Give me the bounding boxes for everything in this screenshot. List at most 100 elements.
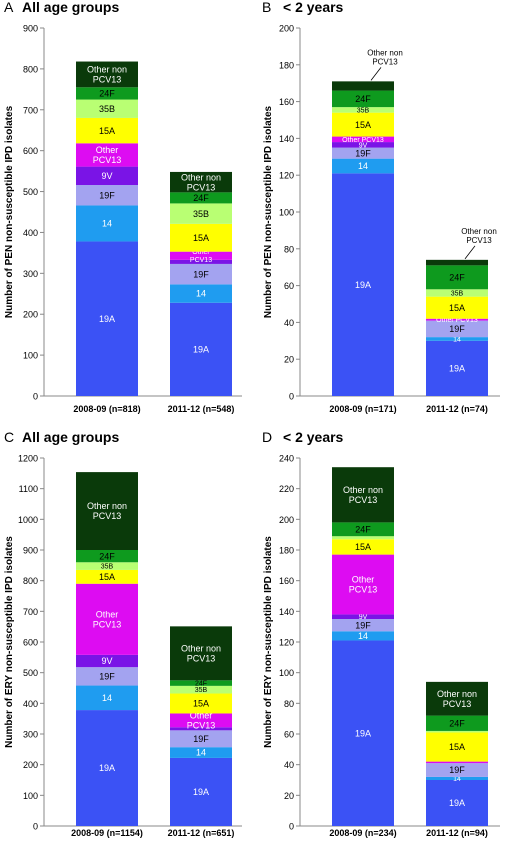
segment-label-line: 19F bbox=[99, 190, 115, 200]
chart-panel-B: B < 2 years 0 20 40 60 80 100 120 140 160 180 200 Num… bbox=[262, 0, 500, 414]
bar-segment-19a bbox=[332, 640, 394, 826]
segment-label: 24F bbox=[449, 272, 465, 282]
x-category-label: 2008-09 (n=1154) bbox=[71, 828, 143, 838]
callout-label: Other non PCV13 bbox=[367, 48, 403, 66]
y-tick-label: 20 bbox=[284, 355, 294, 365]
y-tick-label: 180 bbox=[279, 60, 294, 70]
segment-label: 14 bbox=[358, 161, 368, 171]
bar-segment-other-pcv13 bbox=[332, 554, 394, 615]
y-tick-label: 100 bbox=[279, 668, 294, 678]
segment-label-line: 14 bbox=[102, 693, 112, 703]
segment-label-line: Other non bbox=[181, 172, 221, 182]
panel-letter: A bbox=[4, 0, 14, 15]
bar-segment-14 bbox=[76, 205, 138, 242]
bar-segment-14 bbox=[170, 284, 232, 303]
segment-label: 35B bbox=[99, 104, 115, 114]
segment-label: 19F bbox=[193, 734, 209, 744]
segment-label-line: PCV13 bbox=[187, 721, 216, 731]
segment-label: 24F bbox=[355, 524, 371, 534]
chart-panel-D: D < 2 years 0 20 40 60 80 100 120 140 160 180 200 220… bbox=[262, 429, 500, 838]
segment-label-line: Other bbox=[192, 249, 210, 256]
bar-segment-35b bbox=[332, 536, 394, 540]
callout-label-line: Other non bbox=[367, 48, 403, 57]
segment-label-line: 15A bbox=[449, 742, 465, 752]
bar-segment-9v bbox=[170, 727, 232, 731]
segment-label-line: 15A bbox=[449, 303, 465, 313]
y-axis-label: Number of PEN non-susceptible IPD isolat… bbox=[4, 105, 15, 318]
segment-label: Other PCV13 bbox=[187, 711, 216, 731]
bar-segment-15a bbox=[332, 112, 394, 137]
chart-panel-C: C All age groups 0 100 200 300 400 500 600 700 800… bbox=[4, 429, 242, 838]
segment-label-line: 15A bbox=[193, 233, 209, 243]
segment-label-line: 35B bbox=[101, 564, 114, 571]
y-tick-label: 500 bbox=[23, 187, 38, 197]
segment-label-line: 35B bbox=[451, 290, 464, 297]
x-category-label: 2011-12 (n=548) bbox=[168, 404, 235, 414]
y-tick-label: 40 bbox=[284, 760, 294, 770]
bar-segment-14 bbox=[426, 337, 488, 341]
x-category-label: 2008-09 (n=234) bbox=[329, 828, 396, 838]
segment-label: 14 bbox=[196, 748, 206, 758]
segment-label-line: 14 bbox=[196, 289, 206, 299]
segment-label-line: PCV13 bbox=[187, 653, 216, 663]
segment-label-line: PCV13 bbox=[93, 155, 122, 165]
bar-segment-19a bbox=[76, 710, 138, 826]
y-tick-label: 0 bbox=[289, 822, 294, 832]
callout-label: Other non PCV13 bbox=[461, 227, 497, 245]
segment-label-line: Other non bbox=[343, 485, 383, 495]
segment-label-line: 19A bbox=[355, 728, 371, 738]
panel-letter: D bbox=[262, 429, 272, 445]
y-tick-label: 80 bbox=[284, 244, 294, 254]
segment-label: 15A bbox=[99, 572, 115, 582]
segment-label: Other PCV13 bbox=[349, 575, 378, 595]
segment-label-line: PCV13 bbox=[349, 495, 378, 505]
segment-label: 9V bbox=[359, 142, 368, 149]
bar-segment-other-non-pcv13 bbox=[76, 61, 138, 88]
segment-label: 14 bbox=[102, 219, 112, 229]
segment-label: 15A bbox=[193, 699, 209, 709]
panel-title: < 2 years bbox=[283, 429, 344, 445]
segment-label-line: Other bbox=[190, 711, 213, 721]
y-tick-label: 80 bbox=[284, 699, 294, 709]
segment-label: 24F bbox=[449, 718, 465, 728]
bar-segment-other-non-pcv13 bbox=[170, 171, 232, 193]
segment-label: Other PCV13 bbox=[93, 145, 122, 165]
panel-title: All age groups bbox=[22, 429, 119, 445]
x-category-label: 2011-12 (n=651) bbox=[168, 828, 235, 838]
y-tick-label: 160 bbox=[279, 97, 294, 107]
y-axis-label: Number of PEN non-susceptible IPD isolat… bbox=[263, 105, 274, 318]
segment-label-line: 24F bbox=[195, 681, 207, 688]
x-category-label: 2011-12 (n=94) bbox=[426, 828, 488, 838]
segment-label-line: Other bbox=[352, 575, 375, 585]
bar-segment-19a bbox=[426, 780, 488, 826]
bar-segment-24f bbox=[76, 550, 138, 563]
y-tick-label: 240 bbox=[279, 454, 294, 464]
segment-label-line: 24F bbox=[193, 193, 209, 203]
segment-label: 15A bbox=[193, 233, 209, 243]
x-category-label: 2008-09 (n=171) bbox=[329, 404, 396, 414]
segment-label: 19A bbox=[99, 314, 115, 324]
segment-label: Other PCV13 bbox=[190, 249, 212, 264]
bar-segment-35b bbox=[170, 685, 232, 694]
segment-label: 15A bbox=[355, 120, 371, 130]
segment-label-line: 14 bbox=[358, 161, 368, 171]
y-tick-label: 120 bbox=[279, 638, 294, 648]
panel-title: < 2 years bbox=[283, 0, 344, 15]
segment-label: 35B bbox=[101, 564, 114, 571]
segment-label-line: 14 bbox=[196, 748, 206, 758]
bar-segment-15a bbox=[332, 539, 394, 555]
bar-segment-24f bbox=[332, 90, 394, 108]
segment-label-line: 19F bbox=[193, 734, 209, 744]
segment-label: 24F bbox=[355, 94, 371, 104]
y-tick-label: 140 bbox=[279, 134, 294, 144]
bar-segment-9v bbox=[170, 259, 232, 264]
bar-segment-15a bbox=[426, 296, 488, 319]
bar-segment-9v bbox=[332, 614, 394, 619]
segment-label-line: 9V bbox=[359, 614, 368, 621]
y-tick-label: 1000 bbox=[18, 515, 38, 525]
segment-label: Other non PCV13 bbox=[437, 689, 477, 709]
y-tick-label: 700 bbox=[23, 105, 38, 115]
bar-segment-19f bbox=[332, 147, 394, 159]
bar-segment-24f bbox=[332, 522, 394, 537]
y-tick-label: 500 bbox=[23, 668, 38, 678]
